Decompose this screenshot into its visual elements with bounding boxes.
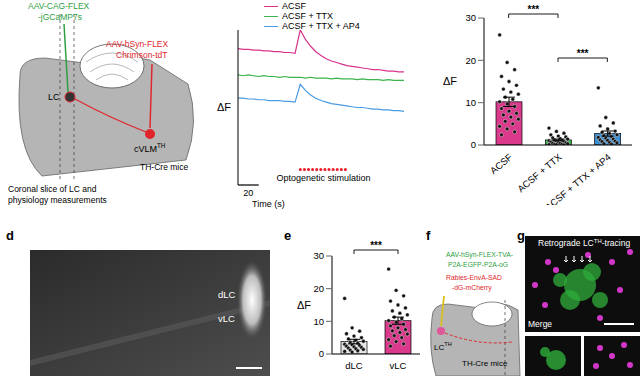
- html-text:Time (s): Time (s): [252, 199, 285, 209]
- svg-text:20: 20: [243, 188, 253, 198]
- svg-text:30: 30: [313, 250, 324, 261]
- svg-text:0: 0: [471, 139, 476, 150]
- svg-text:ΔF: ΔF: [443, 75, 457, 87]
- html-text:ACSF + TTX: ACSF + TTX: [282, 11, 334, 21]
- svg-text:LC: LC: [48, 92, 60, 102]
- svg-text:ACSF + TTX: ACSF + TTX: [515, 151, 564, 195]
- svg-text:LCTH: LCTH: [434, 341, 452, 352]
- svg-text:***: ***: [527, 4, 539, 15]
- svg-text:10: 10: [313, 316, 324, 327]
- svg-text:***: ***: [370, 240, 382, 251]
- svg-text:physiology measurements: physiology measurements: [8, 195, 107, 205]
- svg-text:AAV-hSyn-FLEX: AAV-hSyn-FLEX: [106, 39, 169, 49]
- svg-text:-dG-mCherry: -dG-mCherry: [452, 284, 492, 292]
- svg-text:Retrograde LCTH-tracing: Retrograde LCTH-tracing: [538, 238, 630, 248]
- svg-text:AAV-CAG-FLEX: AAV-CAG-FLEX: [28, 1, 90, 11]
- svg-text:ACSF + TTX + AP4: ACSF + TTX + AP4: [543, 151, 613, 205]
- svg-text:ΔF: ΔF: [217, 101, 231, 113]
- svg-text:20: 20: [465, 55, 476, 66]
- svg-text:d: d: [6, 228, 14, 243]
- svg-text:Coronal slice of LC and: Coronal slice of LC and: [8, 184, 97, 194]
- html-text:ACSF: ACSF: [282, 1, 306, 11]
- svg-text:dLC: dLC: [218, 289, 236, 300]
- svg-text:20: 20: [313, 283, 324, 294]
- svg-text:-jGCaMP7s: -jGCaMP7s: [38, 12, 82, 22]
- svg-text:Rabies-EnvA-SAD: Rabies-EnvA-SAD: [446, 274, 502, 281]
- svg-text:cVLMTH: cVLMTH: [134, 142, 166, 154]
- svg-text:TH-Cre mice: TH-Cre mice: [462, 359, 508, 368]
- svg-text:Optogenetic stimulation: Optogenetic stimulation: [277, 173, 371, 183]
- svg-text:vLC: vLC: [218, 313, 235, 324]
- svg-text:P2A-EGFP-P2A-oG: P2A-EGFP-P2A-oG: [448, 261, 508, 268]
- svg-text:dLC: dLC: [345, 360, 363, 371]
- svg-text:***: ***: [577, 48, 589, 59]
- svg-text:e: e: [284, 228, 291, 243]
- html-text:ACSF + TTX + AP4: ACSF + TTX + AP4: [282, 21, 360, 31]
- svg-text:30: 30: [465, 12, 476, 23]
- svg-text:ACSF: ACSF: [488, 151, 515, 176]
- svg-text:g: g: [517, 228, 525, 243]
- svg-text:vLC: vLC: [390, 360, 407, 371]
- svg-text:TH-Cre mice: TH-Cre mice: [140, 162, 188, 172]
- svg-text:Merge: Merge: [528, 319, 552, 329]
- svg-text:ΔF: ΔF: [297, 299, 311, 311]
- svg-text:f: f: [426, 228, 431, 243]
- svg-text:Chrimson-tdT: Chrimson-tdT: [116, 50, 167, 60]
- svg-text:10: 10: [465, 97, 476, 108]
- svg-text:AAV-hSyn-FLEX-TVA-: AAV-hSyn-FLEX-TVA-: [446, 251, 513, 259]
- svg-text:0: 0: [319, 348, 324, 359]
